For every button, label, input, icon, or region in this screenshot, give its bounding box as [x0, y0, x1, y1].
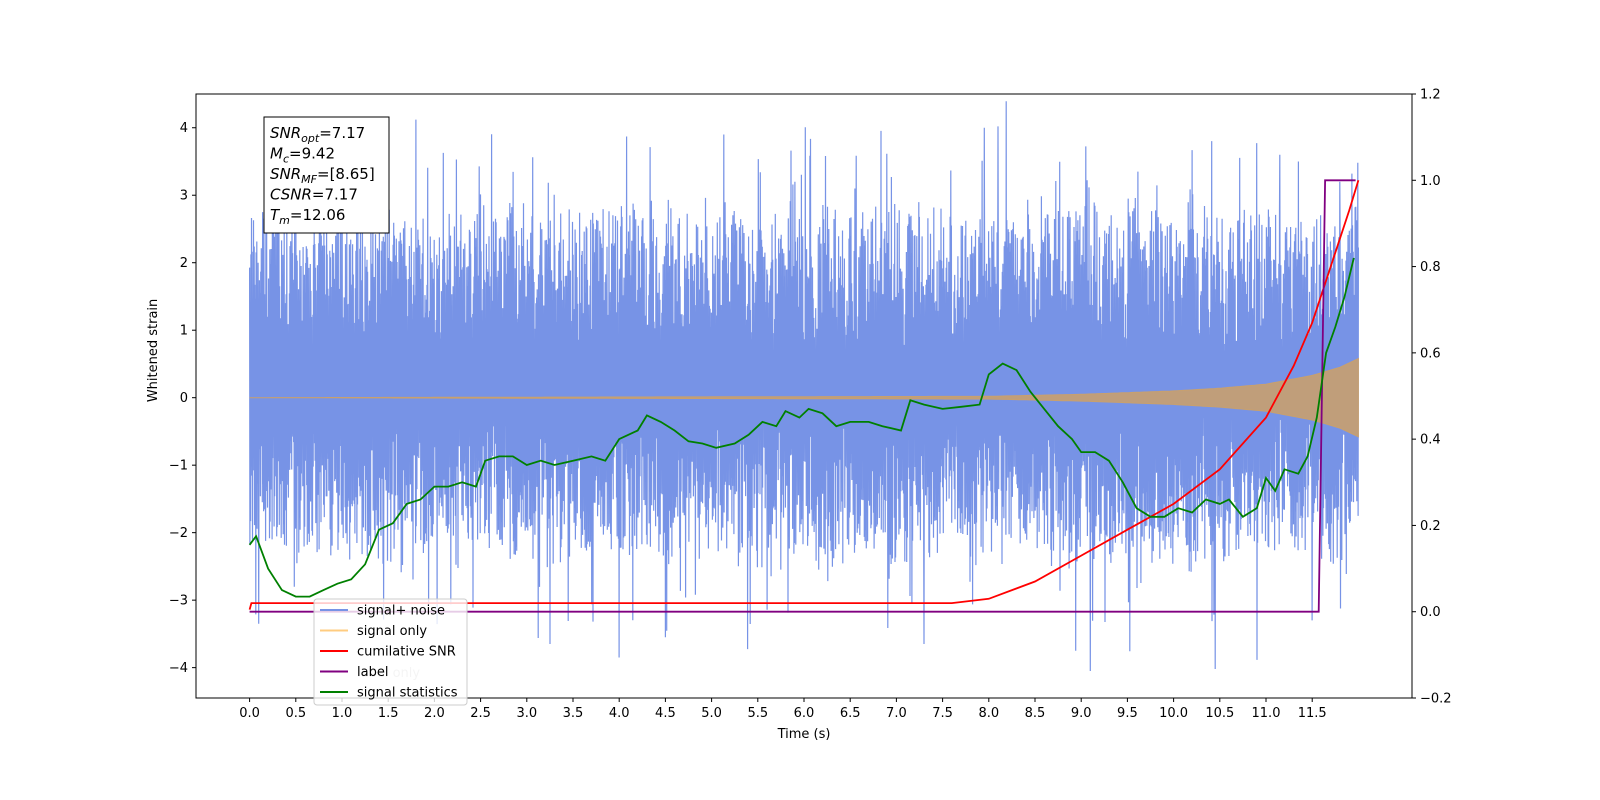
plot-area — [248, 101, 1360, 672]
y-tick-label: 4 — [180, 121, 188, 136]
annotation-line: SNRMF=[8.65] — [270, 165, 375, 186]
legend-item-label: label — [357, 665, 388, 680]
x-tick-label: 4.0 — [609, 706, 630, 721]
y-tick-label: −4 — [169, 661, 188, 676]
x-axis: 0.0 0.5 1.0 1.5 2.0 2.5 3.0 3.5 4.0 4.5 5.0 5.5 6.0 6… — [239, 698, 1327, 721]
x-tick-label: 7.0 — [886, 706, 907, 721]
y2-tick-label: 0.8 — [1420, 260, 1441, 275]
y2-tick-label: 0.6 — [1420, 346, 1441, 361]
x-tick-label: 8.0 — [978, 706, 999, 721]
series-signal-statistics — [248, 257, 1355, 598]
x-tick-label: 11.0 — [1252, 706, 1281, 721]
y2-tick-label: −0.2 — [1420, 692, 1452, 707]
x-tick-label: 9.5 — [1117, 706, 1138, 721]
x-tick-label: 8.5 — [1025, 706, 1046, 721]
y-tick-label: −2 — [169, 526, 188, 541]
series-label — [249, 179, 1356, 613]
y-tick-label: 1 — [180, 324, 188, 339]
x-tick-label: 1.5 — [378, 706, 399, 721]
legend-item-label: signal+ noise — [357, 604, 445, 619]
y2-tick-label: 0.0 — [1420, 605, 1441, 620]
x-tick-label: 0.5 — [285, 706, 306, 721]
x-tick-label: 11.5 — [1298, 706, 1327, 721]
x-tick-label: 5.5 — [747, 706, 768, 721]
x-tick-label: 5.0 — [701, 706, 722, 721]
y-axis-label: Whitened strain — [146, 299, 161, 402]
y-tick-label: 3 — [180, 189, 188, 204]
x-tick-label: 9.0 — [1071, 706, 1092, 721]
annotation-line: Mc=9.42 — [270, 145, 335, 166]
y2-tick-label: 0.2 — [1420, 519, 1441, 534]
annotation-line: Tm=12.06 — [270, 206, 345, 227]
x-tick-label: 1.0 — [332, 706, 353, 721]
y-tick-label: 2 — [180, 256, 188, 271]
y2-tick-label: 1.2 — [1420, 88, 1441, 103]
x-tick-label: 10.5 — [1205, 706, 1234, 721]
series-signal-only — [249, 357, 1359, 438]
legend-item-label: signal only — [357, 624, 427, 639]
x-tick-label: 7.5 — [932, 706, 953, 721]
legend-item-label: signal statistics — [357, 686, 458, 701]
y2-tick-label: 1.0 — [1420, 174, 1441, 189]
y-tick-label: 0 — [180, 391, 188, 406]
y-axis-right: 1.2 1.0 0.8 0.6 0.4 0.2 0.0 −0.2 — [1412, 88, 1452, 707]
annotation-line: CSNR=7.17 — [270, 186, 358, 204]
x-tick-label: 0.0 — [239, 706, 260, 721]
x-tick-label: 2.5 — [470, 706, 491, 721]
x-tick-label: 6.0 — [794, 706, 815, 721]
x-tick-label: 10.0 — [1159, 706, 1188, 721]
x-tick-label: 4.5 — [655, 706, 676, 721]
x-tick-label: 3.5 — [563, 706, 584, 721]
legend-frame — [313, 598, 468, 706]
y-tick-label: −1 — [169, 459, 188, 474]
annotation-frame — [263, 116, 390, 234]
y2-tick-label: 0.4 — [1420, 433, 1441, 448]
series-signal-noise — [249, 101, 1360, 672]
x-axis-label: Time (s) — [777, 727, 831, 742]
y-tick-label: −3 — [169, 594, 188, 609]
y-axis-left: 4 3 2 1 0 −1 −2 −3 −4 — [169, 121, 196, 676]
x-tick-label: 6.5 — [840, 706, 861, 721]
series-cumulative-snr — [248, 180, 1360, 610]
x-tick-label: 3.0 — [516, 706, 537, 721]
x-tick-label: 2.0 — [424, 706, 445, 721]
annotation-line: SNRopt=7.17 — [270, 124, 365, 145]
legend-item-label: cumilative SNR — [357, 645, 456, 660]
